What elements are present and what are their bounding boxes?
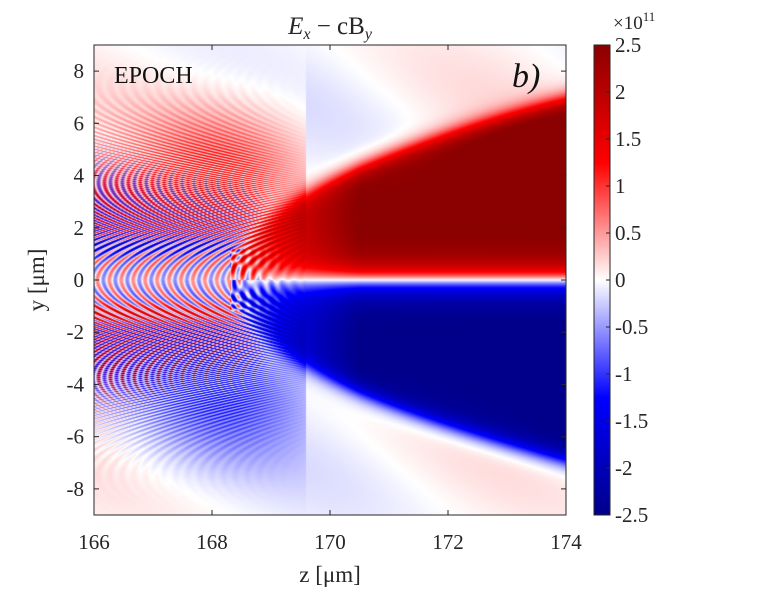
x-tick-label: 166 (78, 530, 110, 554)
x-tick-label: 174 (550, 530, 582, 554)
x-tick-label: 172 (432, 530, 464, 554)
colorbar-tick-label: 2.5 (615, 33, 641, 57)
colorbar-tick-label: 0.5 (615, 221, 641, 245)
colorbar-exponent-base: ×10 (613, 13, 643, 34)
y-ticks: -8 -6 -4 -2 0 2 4 6 8 (67, 59, 566, 501)
y-tick-label: -4 (67, 372, 85, 396)
y-tick-label: -8 (67, 477, 85, 501)
colorbar-exponent: ×1011 (613, 9, 655, 34)
x-tick-label: 168 (196, 530, 228, 554)
y-tick-label: 8 (74, 59, 85, 83)
title-mid: − cB (310, 13, 364, 40)
y-tick-label: 4 (74, 164, 85, 188)
colorbar-tick-label: -0.5 (615, 315, 648, 339)
colorbar-exponent-power: 11 (643, 9, 656, 24)
colorbar-tick-label: 1.5 (615, 127, 641, 151)
y-tick-label: 0 (74, 268, 85, 292)
chart-title: Ex − cBy (287, 13, 373, 43)
y-tick-label: 2 (74, 216, 85, 240)
colorbar-tick-label: 0 (615, 268, 626, 292)
title-sub-x: x (302, 26, 310, 43)
panel-label: b) (512, 58, 540, 95)
heatmap-image (94, 45, 566, 515)
colorbar-tick-label: -2 (615, 456, 633, 480)
title-e: E (287, 13, 303, 40)
colorbar-tick-label: 1 (615, 174, 626, 198)
y-axis-label: y [μm] (24, 249, 49, 312)
y-tick-label: 6 (74, 111, 85, 135)
colorbar-ticks: 2.5 2 1.5 1 0.5 0 -0.5 -1 -1.5 -2 -2.5 (606, 33, 648, 527)
x-tick-label: 170 (314, 530, 346, 554)
colorbar-tick-label: -2.5 (615, 503, 648, 527)
title-sub-y: y (363, 26, 373, 43)
x-axis-label: z [μm] (299, 562, 361, 587)
x-ticks: 166 168 170 172 174 (78, 45, 582, 554)
y-tick-label: -6 (67, 425, 85, 449)
colorbar-tick-label: 2 (615, 80, 626, 104)
code-label: EPOCH (114, 63, 193, 89)
heatmap (93, 44, 567, 516)
y-tick-label: -2 (67, 320, 85, 344)
colorbar-tick-label: -1 (615, 362, 633, 386)
colorbar-tick-label: -1.5 (615, 409, 648, 433)
